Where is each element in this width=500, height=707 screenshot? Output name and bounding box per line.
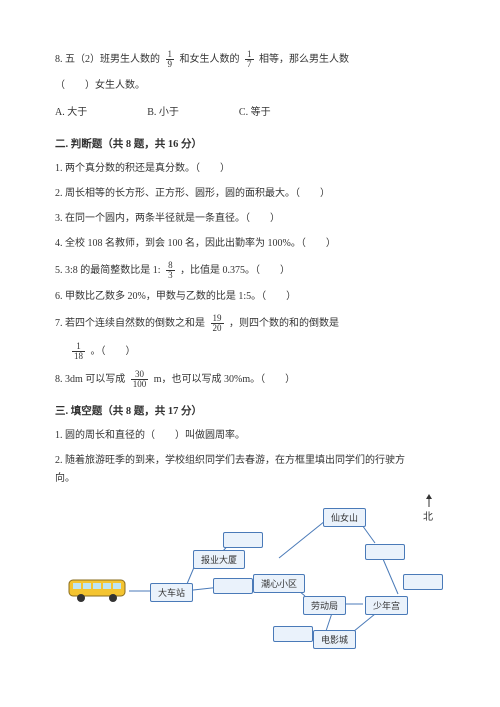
blank-box-5 [273,626,313,642]
q8-suffix: 相等，那么男生人数 [259,54,349,65]
s2-q7b-post: 。（ ） [91,346,136,357]
node-laodong: 劳动局 [303,596,346,615]
q8-frac2: 17 [245,50,254,69]
blank-box-3 [213,578,253,594]
blank-box-1 [223,532,263,548]
node-dianying: 电影城 [313,630,356,649]
node-shaonian: 少年宫 [365,596,408,615]
north-arrow-icon [425,494,433,508]
travel-diagram: 仙女山 报业大厦 潮心小区 大车站 劳动局 少年宫 电影城 北 [65,496,435,661]
s3-q2: 2. 随着旅游旺季的到来，学校组织同学们去春游，在方框里填出同学们的行驶方 [55,453,445,469]
north-label: 北 [423,508,433,523]
s2-q4: 4. 全校 108 名教师，到会 100 名，因此出勤率为 100%。（ ） [55,236,445,252]
node-xiannv: 仙女山 [323,508,366,527]
blank-box-4 [403,574,443,590]
s2-q1: 1. 两个真分数的积还是真分数。（ ） [55,161,445,177]
node-dache: 大车站 [150,583,193,602]
q8-mid: 和女生人数的 [180,54,240,65]
s2-q7b-frac: 118 [72,342,85,361]
s2-q7-post: ，则四个数的和的倒数是 [229,318,339,329]
s2-q5: 5. 3:8 的最简整数比是 1: 83 ，比值是 0.375。（ ） [55,261,445,280]
s2-q7: 7. 若四个连续自然数的倒数之和是 1920 ，则四个数的和的倒数是 [55,314,445,333]
s2-q2: 2. 周长相等的长方形、正方形、圆形，圆的面积最大。（ ） [55,186,445,202]
q8-optC: C. 等于 [239,103,271,118]
q8-optA: A. 大于 [55,103,87,118]
q8-optB: B. 小于 [147,103,179,118]
s2-q5-post: ，比值是 0.375。（ ） [180,265,290,276]
s2-q7b: 118 。（ ） [69,342,445,361]
s2-q5-frac: 83 [166,261,175,280]
node-chaoxin: 潮心小区 [253,574,305,593]
node-baoye: 报业大厦 [193,550,245,569]
s3-q2b: 向。 [55,471,445,487]
section3-title: 三. 填空题（共 8 题，共 17 分） [55,403,445,418]
q8-prefix: 8. 五（2）班男生人数的 [55,54,160,65]
s2-q8-pre: 8. 3dm 可以写成 [55,374,125,385]
q8-line2: （ ）女生人数。 [55,78,445,94]
blank-box-2 [365,544,405,560]
q8-options: A. 大于 B. 小于 C. 等于 [55,103,445,118]
s2-q6: 6. 甲数比乙数多 20%，甲数与乙数的比是 1:5。（ ） [55,289,445,305]
bus-icon [67,574,129,604]
section2-title: 二. 判断题（共 8 题，共 16 分） [55,136,445,151]
q8-line1: 8. 五（2）班男生人数的 19 和女生人数的 17 相等，那么男生人数 [55,50,445,69]
s2-q8-frac: 30100 [131,370,149,389]
s3-q1: 1. 圆的周长和直径的（ ）叫做圆周率。 [55,428,445,444]
s2-q7-pre: 7. 若四个连续自然数的倒数之和是 [55,318,205,329]
s2-q5-pre: 5. 3:8 的最简整数比是 1: [55,265,161,276]
s2-q3: 3. 在同一个圆内，两条半径就是一条直径。（ ） [55,211,445,227]
s2-q8-mid: m，也可以写成 30%m。（ ） [154,374,295,385]
q8-frac1: 19 [166,50,175,69]
s2-q7-frac: 1920 [211,314,224,333]
s2-q8: 8. 3dm 可以写成 30100 m，也可以写成 30%m。（ ） [55,370,445,389]
